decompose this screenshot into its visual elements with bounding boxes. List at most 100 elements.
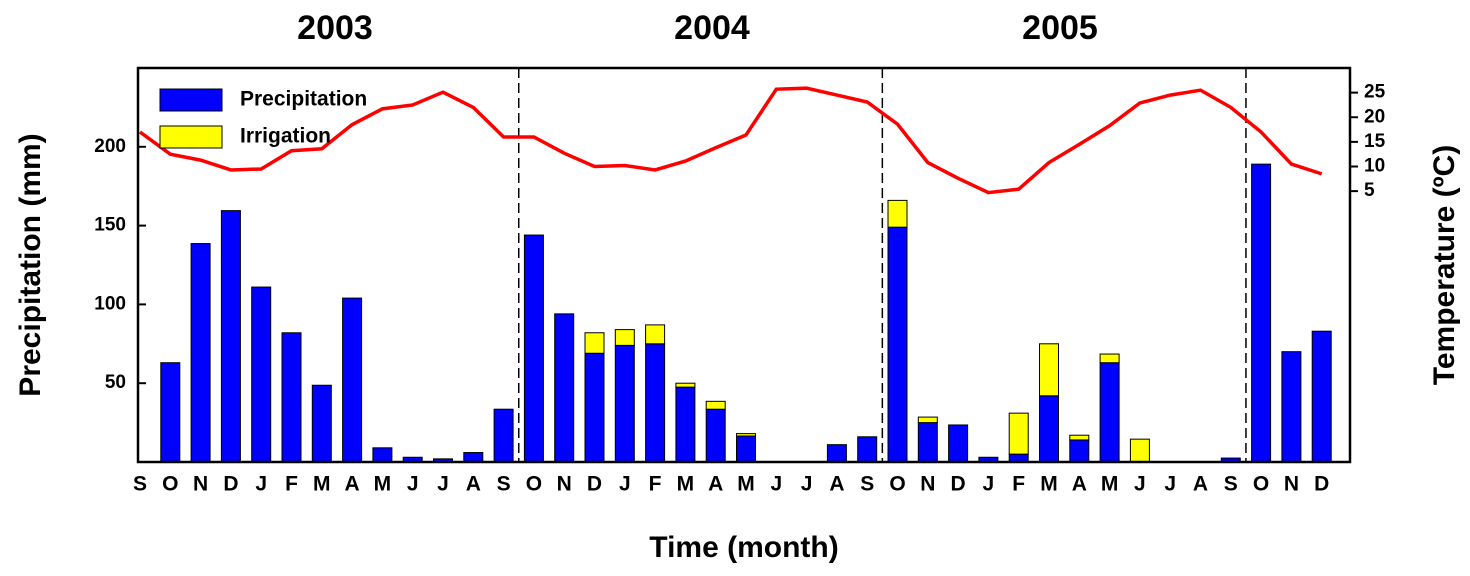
- x-axis-title: Time (month): [649, 531, 838, 564]
- bar: [917, 422, 938, 463]
- x-tick-label: N: [557, 473, 572, 496]
- y-tick-label: 50: [105, 372, 126, 393]
- bar: [1008, 412, 1029, 455]
- bar: [675, 382, 696, 388]
- bar: [705, 408, 726, 463]
- y2-tick-label: 10: [1364, 156, 1385, 177]
- temperature-line: [138, 86, 1323, 195]
- year-label: 2004: [674, 9, 750, 47]
- y-tick-label: 200: [94, 136, 126, 157]
- bar: [1069, 439, 1090, 463]
- x-tick-label: D: [1314, 473, 1329, 496]
- bar: [584, 332, 605, 354]
- bar: [614, 344, 635, 463]
- x-tick-label: M: [737, 473, 755, 496]
- bar: [220, 210, 241, 463]
- x-tick-label: N: [920, 473, 935, 496]
- bar: [463, 452, 484, 463]
- bar: [917, 416, 938, 424]
- bar: [190, 243, 211, 463]
- x-tick-label: J: [437, 473, 449, 496]
- bar: [1069, 434, 1090, 441]
- x-tick-label: M: [374, 473, 392, 496]
- bar: [311, 384, 332, 463]
- legend-swatch: [159, 125, 223, 149]
- x-tick-label: S: [1224, 473, 1238, 496]
- plot-frame: [136, 66, 1352, 464]
- x-tick-label: S: [133, 473, 147, 496]
- y-axis-title: Precipitation (mm): [14, 133, 47, 396]
- x-tick-label: N: [193, 473, 208, 496]
- bar: [1311, 330, 1332, 463]
- bar: [645, 343, 666, 463]
- legend-swatch: [159, 88, 223, 112]
- bar: [857, 436, 878, 463]
- bar: [826, 444, 847, 463]
- bar: [948, 424, 969, 463]
- x-tick-label: D: [587, 473, 602, 496]
- year-label: 2005: [1022, 9, 1098, 47]
- bar: [281, 332, 302, 463]
- y2-tick-label: 5: [1364, 180, 1375, 201]
- x-tick-label: A: [466, 473, 481, 496]
- bar: [554, 313, 575, 463]
- y-tick-label: 100: [94, 293, 126, 314]
- x-tick-label: S: [497, 473, 511, 496]
- x-tick-label: O: [526, 473, 542, 496]
- y2-tick-label: 20: [1364, 106, 1385, 127]
- x-tick-label: D: [223, 473, 238, 496]
- x-tick-label: F: [1012, 473, 1025, 496]
- x-tick-label: O: [889, 473, 905, 496]
- x-tick-label: N: [1284, 473, 1299, 496]
- bar: [1129, 438, 1150, 463]
- bar: [372, 447, 393, 463]
- x-tick-label: D: [951, 473, 966, 496]
- bar: [160, 362, 181, 463]
- x-tick-label: O: [1253, 473, 1269, 496]
- y2-tick-label: 15: [1364, 131, 1386, 152]
- y2-axis-title: Temperature (ºC): [1428, 145, 1461, 385]
- bar: [1099, 353, 1120, 364]
- x-tick-label: S: [860, 473, 874, 496]
- x-tick-label: A: [1072, 473, 1087, 496]
- bar: [614, 329, 635, 346]
- year-label: 2003: [297, 9, 373, 47]
- legend-label: Precipitation: [240, 88, 367, 111]
- y2-tick-label: 25: [1364, 82, 1386, 103]
- x-tick-label: J: [1164, 473, 1176, 496]
- bar: [705, 400, 726, 410]
- x-tick-label: J: [770, 473, 782, 496]
- bar: [1039, 343, 1059, 397]
- x-tick-label: J: [801, 473, 813, 496]
- bar: [584, 352, 605, 463]
- x-tick-label: M: [313, 473, 331, 496]
- bar: [342, 297, 363, 463]
- bar: [523, 234, 544, 463]
- x-tick-label: F: [285, 473, 298, 496]
- bar: [887, 199, 908, 228]
- y-tick-label: 150: [94, 215, 126, 236]
- bar: [1099, 362, 1120, 463]
- bar: [887, 226, 908, 463]
- bar: [1251, 163, 1272, 463]
- x-tick-label: A: [345, 473, 360, 496]
- bar: [1039, 395, 1059, 463]
- x-tick-label: M: [1101, 473, 1119, 496]
- bar: [1281, 351, 1302, 463]
- x-tick-label: A: [708, 473, 723, 496]
- x-tick-label: A: [829, 473, 844, 496]
- bar: [736, 435, 756, 463]
- x-tick-label: M: [1040, 473, 1058, 496]
- bar: [645, 324, 666, 345]
- bar: [251, 286, 272, 463]
- bar: [736, 433, 756, 437]
- x-tick-label: O: [162, 473, 178, 496]
- bar: [675, 386, 696, 463]
- legend-label: Irrigation: [240, 125, 331, 148]
- x-tick-label: J: [407, 473, 419, 496]
- x-tick-label: A: [1193, 473, 1208, 496]
- x-tick-label: J: [1134, 473, 1146, 496]
- x-tick-label: J: [255, 473, 267, 496]
- x-tick-label: M: [677, 473, 695, 496]
